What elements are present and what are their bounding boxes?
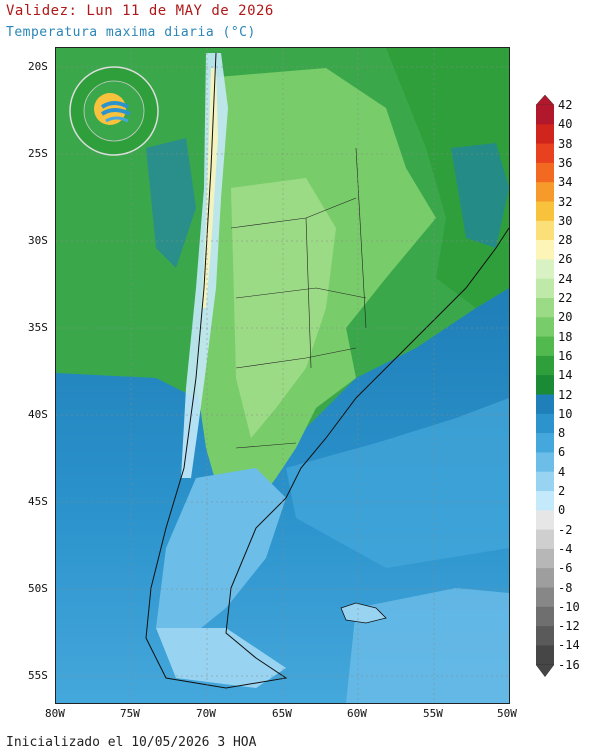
colorbar-swatch [536, 491, 554, 511]
colorbar-tick-label: 14 [558, 368, 573, 383]
colorbar-tick-label: 2 [558, 484, 566, 498]
colorbar-swatch [536, 220, 554, 241]
colorbar-swatch [536, 298, 554, 318]
colorbar-swatch [536, 471, 554, 492]
colorbar-tick-label: 30 [558, 213, 573, 228]
colorbar-swatch [536, 336, 554, 357]
colorbar-tick-label: 40 [558, 117, 573, 132]
temperature-colorbar [536, 95, 554, 678]
colorbar-swatch [536, 433, 554, 453]
colorbar-tick-label: -8 [558, 580, 573, 595]
lat-label-35s: 35S [28, 321, 48, 334]
colorbar-tick-label: 0 [558, 503, 566, 518]
lat-label-40s: 40S [28, 408, 48, 421]
colorbar-tick-label: 26 [558, 252, 573, 267]
colorbar-tick-label: 38 [558, 136, 573, 151]
colorbar-tick-label: -2 [558, 522, 573, 537]
colorbar-tick-label: 28 [558, 233, 573, 248]
map-canvas [56, 48, 509, 703]
lon-label-65w: 65W [272, 707, 292, 720]
colorbar-swatch [536, 626, 554, 646]
lon-label-80w: 80W [45, 707, 65, 720]
colorbar-tick-label: 6 [558, 445, 566, 460]
colorbar-swatch [536, 606, 554, 627]
colorbar-tick-label: 42 [558, 98, 573, 112]
colorbar-tick-label: 16 [558, 348, 573, 363]
colorbar-swatch [536, 375, 554, 395]
colorbar-swatch [536, 413, 554, 434]
colorbar-tick-label: 34 [558, 175, 573, 190]
patagonia-cool [156, 468, 286, 648]
colorbar-tick-label: 18 [558, 329, 573, 344]
colorbar-top-arrow [536, 95, 554, 106]
colorbar-swatch [536, 548, 554, 569]
lat-label-50s: 50S [28, 582, 48, 595]
lat-label-45s: 45S [28, 495, 48, 508]
colorbar-tick-label: 10 [558, 406, 573, 421]
colorbar-swatch [536, 162, 554, 183]
lon-label-50w: 50W [497, 707, 517, 720]
colorbar-swatch [536, 317, 554, 338]
colorbar-tick-label: 20 [558, 310, 573, 325]
colorbar-swatch [536, 529, 554, 550]
init-timestamp: Inicializado el 10/05/2026 3 HOA [6, 735, 257, 750]
colorbar-swatch [536, 587, 554, 608]
colorbar-swatch [536, 259, 554, 280]
lon-label-60w: 60W [347, 707, 367, 720]
temperature-map[interactable] [55, 47, 510, 704]
colorbar-swatch [536, 124, 554, 145]
validity-title: Validez: Lun 11 de MAY de 2026 [6, 3, 274, 19]
colorbar-bottom-arrow [536, 664, 554, 678]
colorbar-tick-label: 4 [558, 464, 566, 479]
colorbar-tick-label: -4 [558, 541, 573, 556]
lon-label-75w: 75W [120, 707, 140, 720]
colorbar-tick-label: -12 [558, 619, 580, 634]
colorbar-swatch [536, 394, 554, 415]
colorbar-tick-label: 8 [558, 426, 566, 441]
coastline [145, 52, 509, 689]
colorbar-tick-label: 12 [558, 387, 573, 402]
colorbar-swatch [536, 143, 554, 164]
colorbar-swatch [536, 240, 554, 260]
province-borders [230, 147, 367, 449]
malvinas-islands [340, 602, 387, 624]
colorbar-swatch [536, 645, 554, 666]
colorbar-swatch [536, 452, 554, 473]
colorbar-swatch [536, 105, 554, 125]
smn-logo [69, 66, 159, 156]
variable-subtitle: Temperatura maxima diaria (°C) [6, 25, 256, 40]
lat-label-30s: 30S [28, 234, 48, 247]
lon-label-55w: 55W [423, 707, 443, 720]
colorbar-tick-label: -10 [558, 599, 580, 614]
colorbar-tick-label: -6 [558, 561, 573, 576]
colorbar-swatch [536, 355, 554, 376]
colorbar-swatch [536, 201, 554, 222]
lon-label-70w: 70W [196, 707, 216, 720]
colorbar-tick-label: -16 [558, 657, 580, 672]
lat-label-25s: 25S [28, 147, 48, 160]
colorbar-swatch [536, 278, 554, 299]
colorbar-tick-label: 32 [558, 194, 573, 209]
colorbar-tick-label: 24 [558, 271, 573, 286]
colorbar-swatch [536, 182, 554, 202]
lat-label-20s: 20S [28, 60, 48, 73]
colorbar-tick-label: 36 [558, 155, 573, 170]
colorbar-tick-label: -14 [558, 638, 580, 653]
colorbar-tick-label: 22 [558, 291, 573, 305]
lat-lon-grid [56, 48, 509, 703]
colorbar-swatch [536, 568, 554, 588]
lat-label-55s: 55S [28, 669, 48, 682]
colorbar-swatch [536, 510, 554, 531]
